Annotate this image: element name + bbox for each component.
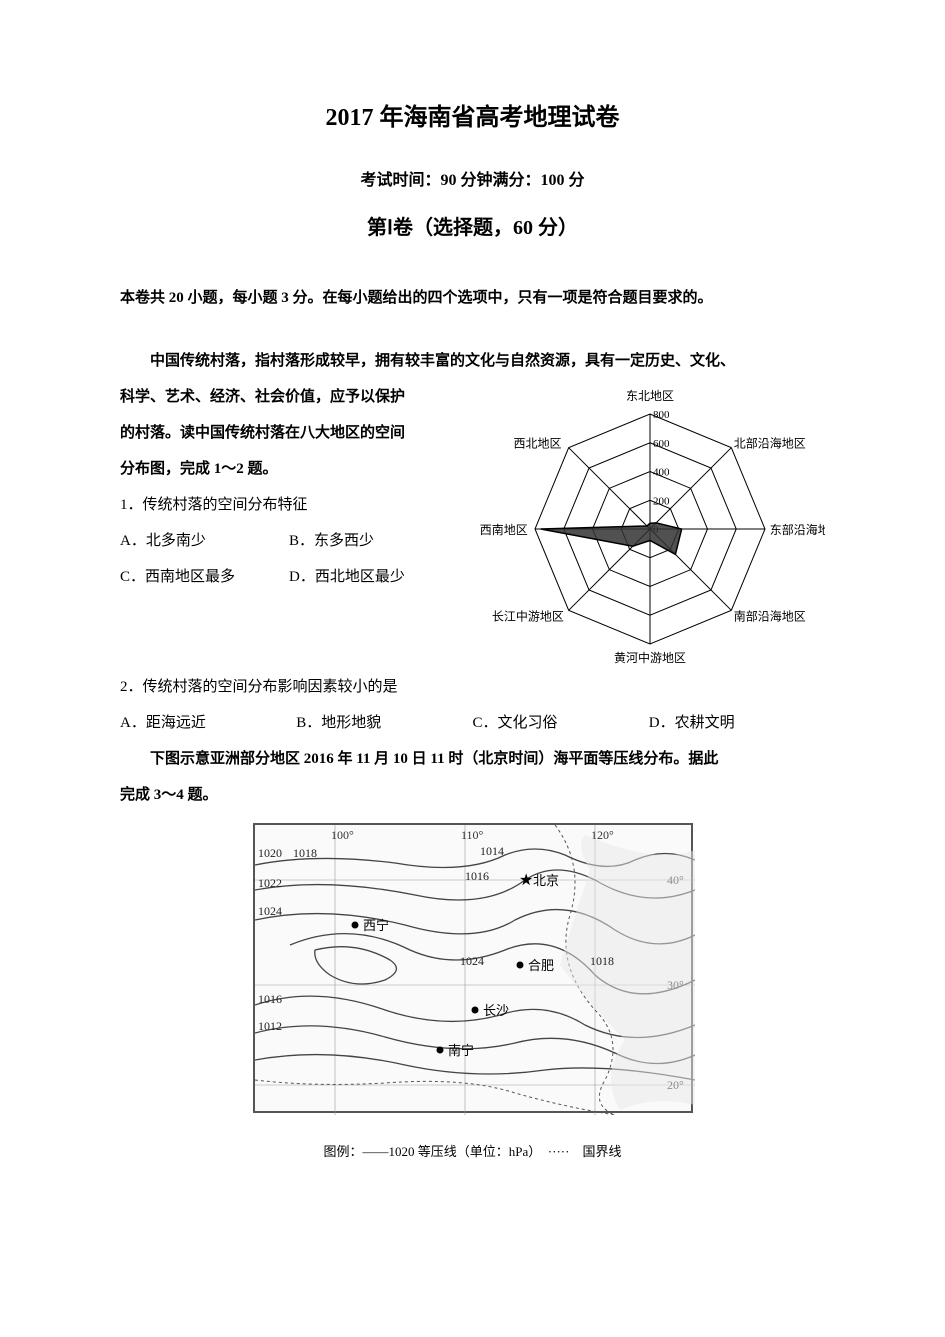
- svg-text:1024: 1024: [460, 954, 484, 968]
- question-2: 2．传统村落的空间分布影响因素较小的是: [120, 669, 825, 705]
- passage1-line-a: 中国传统村落，指村落形成较早，拥有较丰富的文化与自然资源，具有一定历史、文化、: [120, 343, 825, 379]
- svg-text:200: 200: [653, 495, 670, 507]
- svg-text:100°: 100°: [331, 828, 354, 842]
- map-svg: 100°110°120°40°30°20°1020101810221024101…: [255, 825, 695, 1115]
- q1-opt-b: B．东多西少: [289, 523, 458, 559]
- svg-text:西南地区: 西南地区: [480, 522, 528, 537]
- passage1-line-c: 的村落。读中国传统村落在八大地区的空间: [120, 415, 465, 451]
- isobar-map: 100°110°120°40°30°20°1020101810221024101…: [253, 823, 693, 1113]
- svg-text:西北地区: 西北地区: [513, 437, 561, 451]
- isobar-map-wrap: 100°110°120°40°30°20°1020101810221024101…: [120, 823, 825, 1168]
- svg-text:1022: 1022: [258, 876, 282, 890]
- svg-text:400: 400: [653, 466, 670, 478]
- q1-options-ab: A．北多南少B．东多西少: [120, 523, 465, 559]
- svg-text:1014: 1014: [480, 844, 504, 858]
- svg-text:800: 800: [653, 409, 670, 421]
- svg-text:600: 600: [653, 438, 670, 450]
- page-title: 2017 年海南省高考地理试卷: [120, 90, 825, 148]
- map-legend: 图例：——1020 等压线（单位：hPa） ····· 国界线: [120, 1136, 825, 1167]
- passage-chart-row: 科学、艺术、经济、社会价值，应予以保护 的村落。读中国传统村落在八大地区的空间 …: [120, 379, 825, 669]
- q2-opt-b: B．地形地貌: [296, 705, 472, 741]
- q1-options-cd: C．西南地区最多D．西北地区最少: [120, 559, 465, 595]
- svg-text:1016: 1016: [465, 869, 489, 883]
- q2-opt-d: D．农耕文明: [649, 705, 825, 741]
- svg-text:1016: 1016: [258, 992, 282, 1006]
- q2-opt-a: A．距海远近: [120, 705, 296, 741]
- svg-text:黄河中游地区: 黄河中游地区: [614, 650, 686, 665]
- svg-text:1018: 1018: [293, 846, 317, 860]
- svg-text:★: ★: [519, 872, 533, 889]
- passage1-line-d: 分布图，完成 1～2 题。: [120, 451, 465, 487]
- svg-text:1024: 1024: [258, 904, 282, 918]
- instruction: 本卷共 20 小题，每小题 3 分。在每小题给出的四个选项中，只有一项是符合题目…: [120, 282, 825, 315]
- svg-text:南宁: 南宁: [448, 1043, 474, 1058]
- svg-text:东北地区: 东北地区: [626, 389, 674, 403]
- q1-opt-c: C．西南地区最多: [120, 559, 289, 595]
- svg-text:长沙: 长沙: [483, 1003, 509, 1018]
- svg-text:西宁: 西宁: [363, 918, 389, 933]
- passage1-line-b: 科学、艺术、经济、社会价值，应予以保护: [120, 379, 465, 415]
- svg-text:1018: 1018: [590, 954, 614, 968]
- svg-text:1020: 1020: [258, 846, 282, 860]
- svg-text:1012: 1012: [258, 1019, 282, 1033]
- svg-text:110°: 110°: [461, 828, 484, 842]
- svg-text:南部沿海地区: 南部沿海地区: [734, 608, 806, 623]
- q2-options: A．距海远近 B．地形地貌 C．文化习俗 D．农耕文明: [120, 705, 825, 741]
- exam-info: 考试时间：90 分钟满分：100 分: [120, 162, 825, 200]
- svg-text:北部沿海地区: 北部沿海地区: [734, 436, 806, 451]
- radar-chart: 东北地区北部沿海地区东部沿海地区南部沿海地区黄河中游地区 长江中游地区 西南地区 西北…: [475, 379, 825, 669]
- q1-opt-a: A．北多南少: [120, 523, 289, 559]
- q2-opt-c: C．文化习俗: [473, 705, 649, 741]
- radar-svg: 东北地区北部沿海地区东部沿海地区南部沿海地区黄河中游地区 长江中游地区 西南地区 西北…: [475, 379, 825, 669]
- svg-text:东部沿海地区: 东部沿海地区: [770, 522, 825, 537]
- passage2-line-b: 完成 3～4 题。: [120, 777, 825, 813]
- svg-text:长江中游地区: 长江中游地区: [492, 608, 564, 623]
- svg-text:北京: 北京: [533, 873, 559, 888]
- q1-opt-d: D．西北地区最少: [289, 559, 458, 595]
- question-1: 1．传统村落的空间分布特征: [120, 487, 465, 523]
- passage2-line-a: 下图示意亚洲部分地区 2016 年 11 月 10 日 11 时（北京时间）海平…: [120, 741, 825, 777]
- section-header: 第Ⅰ卷（选择题，60 分）: [120, 204, 825, 252]
- svg-text:合肥: 合肥: [528, 958, 554, 973]
